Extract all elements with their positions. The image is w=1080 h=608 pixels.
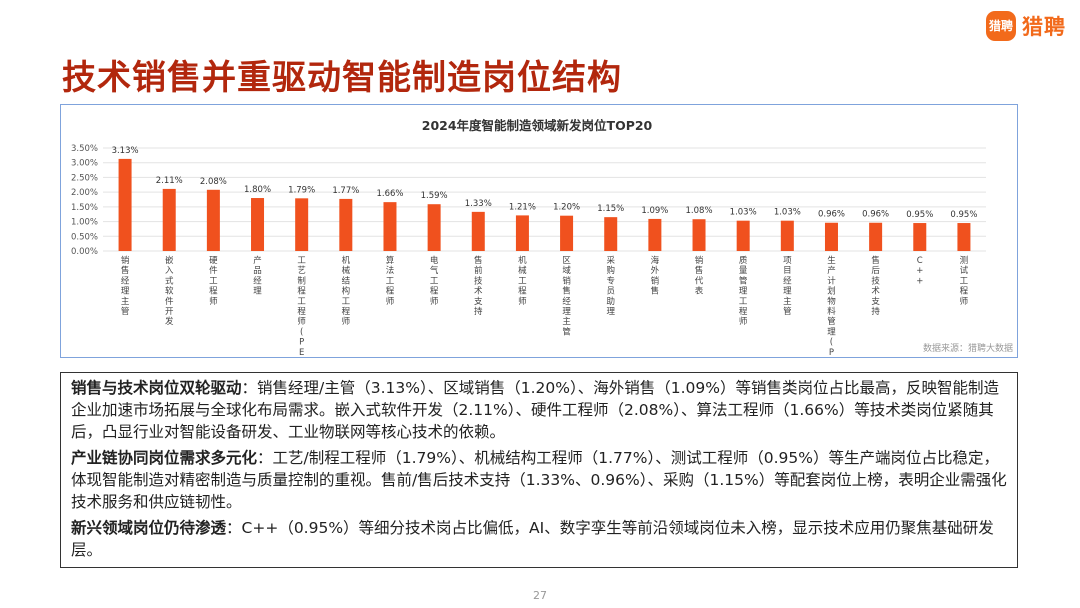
bar xyxy=(251,198,265,251)
x-tick-label: 嵌入式软件开发 xyxy=(165,256,174,327)
bar xyxy=(913,223,927,251)
x-tick-label: 机械工程师 xyxy=(518,255,527,307)
data-label: 0.95% xyxy=(950,210,977,220)
y-tick-label: 0.50% xyxy=(71,232,98,242)
bar xyxy=(206,189,220,251)
paragraph-3-body: ：C++（0.95%）等细分技术岗占比偏低，AI、数字孪生等前沿领域岗位未入榜，… xyxy=(71,519,994,559)
x-tick-label: 售前技术支持 xyxy=(474,255,483,317)
x-tick-label: 采购专员助理 xyxy=(606,255,615,317)
data-label: 1.09% xyxy=(641,206,668,216)
paragraph-3-heading: 新兴领域岗位仍待渗透 xyxy=(71,519,227,537)
data-label: 1.66% xyxy=(376,189,403,199)
brand-badge-icon: 猎聘 xyxy=(986,11,1016,41)
bar xyxy=(824,222,838,251)
x-tick-label: 销售经理主管 xyxy=(121,255,130,317)
bar xyxy=(692,219,706,251)
data-label: 0.96% xyxy=(818,210,845,220)
data-label: 1.20% xyxy=(553,203,580,213)
data-label: 1.03% xyxy=(774,208,801,218)
bar xyxy=(957,223,971,251)
brand-name: 猎聘 xyxy=(1022,15,1066,39)
x-tick-label: 硬件工程师 xyxy=(209,256,218,307)
paragraph-2: 产业链协同岗位需求多元化：工艺/制程工程师（1.79%）、机械结构工程师（1.7… xyxy=(71,447,1007,513)
x-tick-label: 区域销售经理主管 xyxy=(562,256,571,337)
bar xyxy=(560,215,574,251)
data-label: 2.08% xyxy=(200,177,227,187)
paragraph-1: 销售与技术岗位双轮驱动：销售经理/主管（3.13%）、区域销售（1.20%）、海… xyxy=(71,377,1007,443)
chart-title: 2024年度智能制造领域新发岗位TOP20 xyxy=(422,118,653,133)
x-tick-label: 产品经理 xyxy=(253,255,262,297)
bar xyxy=(648,218,662,251)
data-label: 3.13% xyxy=(112,146,139,156)
y-tick-label: 0.00% xyxy=(71,247,98,257)
bar xyxy=(471,211,485,251)
bar xyxy=(736,220,750,251)
bar xyxy=(427,204,441,251)
bar xyxy=(383,202,397,251)
brand-logo: 猎聘 猎聘 xyxy=(986,11,1066,41)
bar xyxy=(869,222,883,251)
x-tick-label: 质量管理工程师 xyxy=(739,255,748,327)
x-tick-label: 销售代表 xyxy=(695,255,704,297)
bar-chart: 2024年度智能制造领域新发岗位TOP20 0.00% 0.50% 1.00% 1.50… xyxy=(71,118,1013,356)
y-tick-label: 1.50% xyxy=(71,203,98,213)
analysis-text-box: 销售与技术岗位双轮驱动：销售经理/主管（3.13%）、区域销售（1.20%）、海… xyxy=(60,372,1018,568)
bar xyxy=(118,158,132,251)
data-label: 1.03% xyxy=(730,208,757,218)
paragraph-1-heading: 销售与技术岗位双轮驱动 xyxy=(71,379,242,397)
bar xyxy=(780,220,794,251)
data-label: 1.33% xyxy=(465,199,492,209)
data-label: 2.11% xyxy=(156,176,183,186)
bar xyxy=(339,198,353,251)
x-tick-label: 算法工程师 xyxy=(386,255,395,307)
x-tick-label: 测试工程师 xyxy=(960,256,969,307)
x-tick-label: 海外销售 xyxy=(651,255,660,297)
chart-panel: 2024年度智能制造领域新发岗位TOP20 0.00% 0.50% 1.00% 1.50… xyxy=(60,104,1018,358)
x-tick-label: 生产计划物料管理(PMC) xyxy=(827,255,836,356)
data-label: 0.96% xyxy=(862,210,889,220)
y-tick-label: 2.50% xyxy=(71,173,98,183)
y-tick-label: 3.00% xyxy=(71,159,98,169)
data-label: 1.59% xyxy=(421,191,448,201)
y-tick-label: 2.00% xyxy=(71,188,98,198)
data-label: 1.21% xyxy=(509,202,536,212)
bar xyxy=(162,188,176,251)
paragraph-1-body: ：销售经理/主管（3.13%）、区域销售（1.20%）、海外销售（1.09%）等… xyxy=(71,379,999,441)
x-tick-label: 售后技术支持 xyxy=(871,255,880,317)
x-tick-label: 电气工程师 xyxy=(430,255,439,307)
data-label: 1.77% xyxy=(332,186,359,196)
x-tick-label: 机械结构工程师 xyxy=(342,255,351,327)
data-label: 0.95% xyxy=(906,210,933,220)
data-label: 1.79% xyxy=(288,185,315,195)
page-title: 技术销售并重驱动智能制造岗位结构 xyxy=(62,58,622,98)
x-tick-label: 项目经理主管 xyxy=(783,256,792,317)
bar xyxy=(515,215,529,251)
paragraph-2-heading: 产业链协同岗位需求多元化 xyxy=(71,449,258,467)
y-tick-label: 1.00% xyxy=(71,218,98,228)
page-number: 27 xyxy=(533,589,547,602)
paragraph-2-body: ：工艺/制程工程师（1.79%）、机械结构工程师（1.77%）、测试工程师（0.… xyxy=(71,449,1007,511)
x-tick-label: 工艺制程工程师(PE) xyxy=(297,256,306,356)
data-label: 1.80% xyxy=(244,185,271,195)
bar xyxy=(604,217,618,251)
bar xyxy=(295,198,309,251)
data-label: 1.08% xyxy=(686,206,713,216)
paragraph-3: 新兴领域岗位仍待渗透：C++（0.95%）等细分技术岗占比偏低，AI、数字孪生等… xyxy=(71,517,1007,561)
x-tick-label: C + + xyxy=(916,256,923,286)
data-source-note: 数据来源：猎聘大数据 xyxy=(923,342,1013,354)
data-label: 1.15% xyxy=(597,204,624,214)
y-tick-label: 3.50% xyxy=(71,144,98,154)
